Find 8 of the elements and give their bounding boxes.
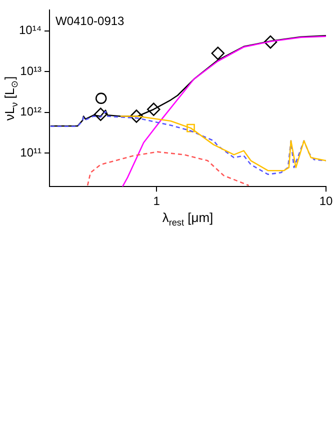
annotation: W0410-0913 bbox=[56, 14, 125, 28]
x-tick-label: 1 bbox=[153, 194, 160, 208]
y-tick-label: 10¹¹ bbox=[20, 145, 42, 160]
y-tick-label: 10¹⁴ bbox=[19, 23, 42, 38]
y-tick-label: 10¹² bbox=[20, 104, 42, 119]
y-axis-title: νLν [L⊙] bbox=[2, 76, 20, 121]
x-tick-label: 10 bbox=[319, 194, 333, 208]
y-tick-label: 10¹³ bbox=[20, 64, 42, 78]
